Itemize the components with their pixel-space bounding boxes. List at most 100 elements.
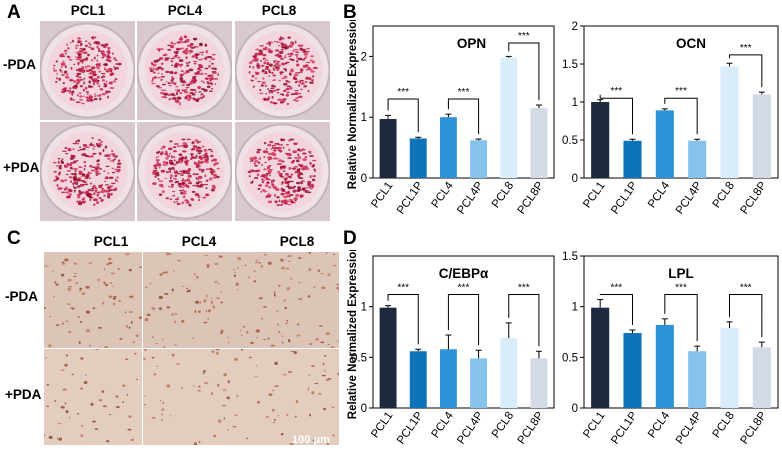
significance-label: *** — [675, 86, 687, 97]
significance-bracket — [387, 98, 419, 133]
chart-title: LPL — [668, 266, 694, 281]
x-tick-label: PCL8P — [516, 180, 547, 217]
bar-pcl1p — [623, 140, 642, 178]
chart-title: C/EBPα — [439, 266, 489, 281]
micrograph-plus-pda-pcl4 — [143, 349, 241, 445]
significance-bracket — [599, 294, 633, 325]
x-tick-label: PCL8P — [739, 410, 770, 447]
x-tick-label: PCL4P — [674, 410, 705, 447]
y-tick-label: 0.5 — [562, 135, 578, 147]
panel-letter-c: C — [7, 228, 21, 249]
panel-a-column-label-pcl4: PCL4 — [167, 3, 203, 18]
panel-letter-d: D — [343, 228, 357, 249]
x-tick-label: PCL8 — [711, 180, 737, 210]
micrograph-minus-pda-pcl4 — [143, 252, 241, 348]
dish-photo-minus-pda-pcl8 — [235, 21, 330, 120]
chart-title: OCN — [676, 36, 706, 51]
micrograph-minus-pda-pcl8 — [241, 252, 339, 348]
chart-lpl: 0 0.5 1 1.5 LPL PCL1 PCL1P PCL4 PCL4P PCL8 PCL8P **… — [562, 251, 779, 447]
panel-letter-b: B — [343, 2, 357, 23]
significance-label: *** — [675, 283, 687, 294]
x-tick-label: PCL4 — [430, 409, 457, 440]
y-tick-label: 1 — [572, 302, 578, 314]
y-tick-label: 1.5 — [562, 59, 578, 71]
y-tick-label: 0 — [572, 173, 578, 185]
x-tick-label: PCL8 — [490, 180, 516, 210]
panel-c-column-label-pcl8: PCL8 — [279, 234, 315, 249]
significance-bracket — [729, 294, 763, 338]
y-axis-label: Relative Normalized Expression — [347, 20, 359, 189]
y-tick-label: 0 — [361, 173, 367, 185]
x-tick-label: PCL4P — [674, 180, 705, 217]
significance-label: *** — [518, 31, 530, 42]
chart-opn: Relative Normalized Expression 0 1 2 OPN PCL1… — [347, 20, 555, 217]
x-tick-label: PCL1P — [609, 180, 640, 217]
significance-bracket — [664, 294, 698, 342]
significance-bracket — [729, 54, 763, 88]
bar-pcl4p — [470, 140, 488, 178]
bar-pcl4 — [439, 117, 457, 178]
scale-bar — [293, 451, 333, 455]
x-tick-label: PCL8 — [711, 410, 737, 440]
x-tick-label: PCL1P — [395, 180, 426, 217]
panel-c-row-label-minus-pda: -PDA — [5, 289, 38, 304]
significance-bracket — [447, 294, 480, 346]
y-tick-label: 1.5 — [562, 251, 578, 263]
bar-pcl1p — [409, 138, 427, 178]
panel-c-row-label-plus-pda: +PDA — [5, 387, 42, 402]
x-tick-label: PCL1 — [369, 180, 395, 210]
micrograph-plus-pda-pcl1 — [44, 349, 142, 445]
x-tick-label: PCL1P — [609, 410, 640, 447]
x-tick-label: PCL8P — [516, 410, 547, 447]
x-tick-label: PCL1P — [395, 410, 426, 447]
significance-bracket — [447, 98, 480, 135]
significance-label: *** — [610, 283, 622, 294]
bar-pcl8 — [720, 327, 739, 408]
bar-pcl8p — [530, 108, 548, 178]
x-tick-label: PCL4P — [455, 180, 486, 217]
panel-a-column-label-pcl1: PCL1 — [70, 3, 106, 18]
y-tick-label: 0 — [361, 403, 367, 415]
x-tick-label: PCL1 — [369, 410, 395, 440]
significance-bracket — [508, 294, 540, 347]
y-tick-label: 0.5 — [351, 352, 367, 364]
x-tick-label: PCL4P — [455, 410, 486, 447]
y-tick-label: 0.5 — [562, 352, 578, 364]
x-tick-label: PCL8P — [739, 180, 770, 217]
x-tick-label: PCL4 — [646, 409, 673, 440]
bar-pcl8 — [720, 66, 739, 178]
bar-pcl4 — [655, 324, 674, 408]
panel-c-column-label-pcl4: PCL4 — [181, 234, 217, 249]
chart-title: OPN — [457, 36, 486, 51]
bar-pcl8p — [530, 358, 548, 408]
panel-c-column-label-pcl1: PCL1 — [93, 234, 129, 249]
bar-pcl4p — [688, 351, 707, 408]
significance-bracket — [599, 94, 633, 135]
dish-photo-minus-pda-pcl1 — [40, 21, 135, 120]
micrograph-plus-pda-pcl8 — [241, 349, 339, 445]
significance-label: *** — [397, 87, 409, 98]
panel-a-column-label-pcl8: PCL8 — [261, 3, 297, 18]
bar-pcl4p — [470, 358, 488, 408]
significance-bracket — [664, 97, 698, 135]
significance-label: *** — [518, 283, 530, 294]
chart-cebpa: Relative Normalized Expression 0 0.5 1 C/EBP… — [347, 250, 555, 447]
significance-label: *** — [458, 87, 470, 98]
dish-photo-plus-pda-pcl1 — [40, 122, 135, 221]
y-tick-label: 2 — [361, 51, 367, 63]
plot-frame — [583, 255, 779, 409]
dish-photo-plus-pda-pcl4 — [137, 122, 232, 221]
bar-pcl8p — [752, 94, 771, 178]
bar-pcl4 — [439, 349, 457, 408]
significance-bracket — [508, 42, 540, 101]
bar-pcl4p — [688, 140, 707, 178]
significance-label: *** — [458, 283, 470, 294]
significance-label: *** — [610, 86, 622, 97]
y-tick-label: 1 — [361, 112, 367, 124]
bar-pcl8 — [500, 338, 518, 408]
bar-pcl8p — [752, 347, 771, 408]
panel-a-row-label-plus-pda: +PDA — [3, 160, 40, 175]
y-tick-label: 1 — [572, 97, 578, 109]
plot-frame — [372, 255, 555, 409]
bar-pcl1p — [623, 333, 642, 408]
